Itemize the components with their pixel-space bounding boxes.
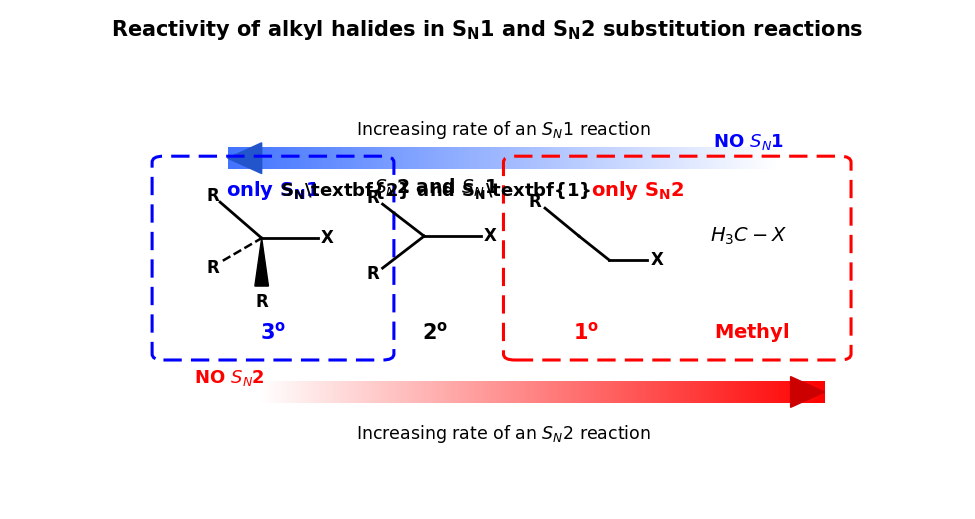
Polygon shape [791, 377, 825, 407]
Text: Reactivity of alkyl halides in $\mathbf{S_N}$1 and $\mathbf{S_N}$2 substitution : Reactivity of alkyl halides in $\mathbf{… [111, 18, 864, 42]
Text: $\mathbf{Methyl}$: $\mathbf{Methyl}$ [715, 321, 790, 344]
Text: Increasing rate of an $S_N$2 reaction: Increasing rate of an $S_N$2 reaction [356, 423, 651, 445]
Text: $\mathbf{S_N}$\textbf{2} and $\mathbf{S_N}$\textbf{1}: $\mathbf{S_N}$\textbf{2} and $\mathbf{S_… [280, 180, 591, 201]
Text: X: X [321, 229, 333, 247]
Text: NO $S_N$1: NO $S_N$1 [713, 132, 784, 152]
Text: $\mathbf{1^o}$: $\mathbf{1^o}$ [573, 321, 600, 343]
Text: Increasing rate of an $S_N$1 reaction: Increasing rate of an $S_N$1 reaction [356, 119, 651, 141]
Text: $\mathbf{2^o}$: $\mathbf{2^o}$ [422, 321, 449, 343]
Text: X: X [485, 227, 497, 245]
Text: $H_3C-X$: $H_3C-X$ [710, 225, 788, 247]
Polygon shape [228, 143, 261, 173]
Text: only $\mathbf{S_N2}$: only $\mathbf{S_N2}$ [592, 179, 685, 202]
Text: $S_N$2 and $S_N$1: $S_N$2 and $S_N$1 [373, 177, 497, 199]
Text: R: R [528, 193, 541, 211]
Text: NO $S_N$2: NO $S_N$2 [194, 368, 264, 388]
Polygon shape [254, 238, 268, 286]
Text: X: X [650, 251, 663, 269]
Text: only $\mathbf{S_N1}$: only $\mathbf{S_N1}$ [226, 179, 320, 202]
Text: R: R [255, 293, 268, 311]
Text: R: R [367, 189, 379, 207]
Text: R: R [367, 265, 379, 283]
Text: $\mathbf{3^o}$: $\mathbf{3^o}$ [260, 321, 286, 343]
Text: R: R [206, 187, 219, 205]
Text: R: R [206, 259, 219, 277]
